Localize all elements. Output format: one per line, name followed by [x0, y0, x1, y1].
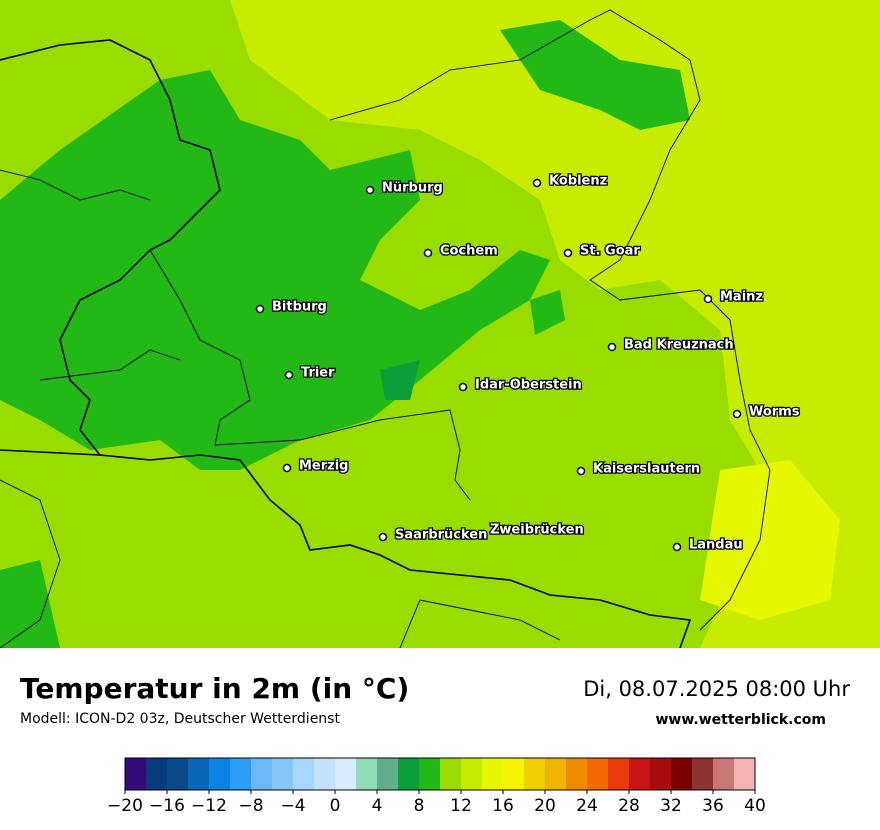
- state-border: [329, 9, 771, 631]
- legend-panel: [0, 648, 880, 830]
- colorbar-bin: [503, 758, 525, 790]
- colorbar-frame: [124, 757, 756, 791]
- city-dot: [284, 370, 294, 380]
- colorbar-bin: [629, 758, 651, 790]
- colorbar-tick-label: 4: [372, 796, 383, 816]
- colorbar-bin: [608, 758, 630, 790]
- colorbar-bin: [524, 758, 546, 790]
- warm-spot: [700, 460, 840, 620]
- colorbar-bin: [545, 758, 567, 790]
- city-label: Worms: [749, 405, 800, 420]
- colorbar-tick-label: −8: [238, 796, 263, 816]
- colorbar-bin: [188, 758, 210, 790]
- colorbar-bin: [167, 758, 189, 790]
- colorbar-bin: [335, 758, 357, 790]
- colorbar-bin: [146, 758, 168, 790]
- city-label: Landau: [689, 538, 743, 553]
- city-dot: [732, 409, 742, 419]
- city-dot: [703, 294, 713, 304]
- city-label: Bad Kreuznach: [624, 338, 734, 353]
- colorbar-tick-label: 12: [450, 796, 472, 816]
- site: www.wetterblick.com: [656, 712, 827, 728]
- cold-spot: [380, 360, 420, 400]
- colorbar-bin: [230, 758, 252, 790]
- city-label: Idar-Oberstein: [475, 378, 582, 393]
- colorbar-tick-label: 0: [330, 796, 341, 816]
- city-label: Bitburg: [272, 300, 327, 315]
- city-label: St. Goar: [580, 244, 640, 259]
- city-dot: [607, 342, 617, 352]
- colorbar: −20 −16 −12 −8 −4 0 4 8 12 16 20 24 28 32 36 40: [107, 757, 766, 816]
- region-border: [0, 169, 561, 649]
- colorbar-bin: [251, 758, 273, 790]
- city-label: Saarbrücken: [395, 528, 487, 543]
- colorbar-bin: [482, 758, 504, 790]
- cool-area: [530, 290, 565, 335]
- city-label: Kaiserslautern: [593, 462, 700, 477]
- colorbar-bin: [650, 758, 672, 790]
- colorbar-tick-label: 8: [414, 796, 425, 816]
- colorbar-bin: [440, 758, 462, 790]
- colorbar-bin: [734, 758, 756, 790]
- city-label: Cochem: [440, 244, 498, 259]
- colorbar-bin: [461, 758, 483, 790]
- city-label: Zweibrücken: [490, 523, 584, 538]
- city-dot: [423, 248, 433, 258]
- colorbar-tick-label: 16: [492, 796, 514, 816]
- colorbar-tick-label: 20: [534, 796, 556, 816]
- colorbar-tick-label: −20: [107, 796, 143, 816]
- colorbar-tick-label: −4: [280, 796, 305, 816]
- city-dot: [672, 542, 682, 552]
- city-dot: [365, 185, 375, 195]
- city-dot: [458, 382, 468, 392]
- city-label: Koblenz: [549, 174, 607, 189]
- colorbar-bin: [209, 758, 231, 790]
- colorbar-bin: [587, 758, 609, 790]
- colorbar-bin: [566, 758, 588, 790]
- cool-area: [0, 560, 60, 648]
- border: [99, 454, 692, 649]
- colorbar-bin: [272, 758, 294, 790]
- city-label: Mainz: [720, 290, 763, 305]
- colorbar-bin: [398, 758, 420, 790]
- cool-area: [500, 20, 690, 130]
- colorbar-tick-label: 28: [618, 796, 640, 816]
- city-dot: [378, 532, 388, 542]
- colorbar-bin: [713, 758, 735, 790]
- colorbar-tick-label: 36: [702, 796, 724, 816]
- colorbar-bin: [692, 758, 714, 790]
- colorbar-bin: [419, 758, 441, 790]
- city-label: Merzig: [299, 459, 349, 474]
- colorbar-bin: [377, 758, 399, 790]
- date: Di, 08.07.2025 08:00 Uhr: [583, 677, 850, 701]
- city-dot: [282, 463, 292, 473]
- subtitle: Modell: ICON-D2 03z, Deutscher Wetterdie…: [20, 711, 340, 727]
- city-label: Trier: [301, 366, 335, 381]
- colorbar-tick-label: 32: [660, 796, 682, 816]
- colorbar-tick-label: −12: [191, 796, 227, 816]
- colorbar-bin: [125, 758, 147, 790]
- city-dot: [563, 248, 573, 258]
- city-label: Nürburg: [382, 181, 443, 196]
- map: [0, 0, 880, 649]
- colorbar-tick-label: 24: [576, 796, 598, 816]
- city-dot: [532, 178, 542, 188]
- colorbar-bin: [293, 758, 315, 790]
- border: [0, 39, 221, 456]
- warm-area: [230, 0, 880, 648]
- colorbar-tick-label: −16: [149, 796, 185, 816]
- colorbar-bin: [671, 758, 693, 790]
- city-layer: Nürburg Koblenz Cochem St. Goar Mainz Bitburg…: [255, 172, 801, 554]
- title: Temperatur in 2m (in °C): [20, 672, 409, 705]
- city-dot: [255, 304, 265, 314]
- colorbar-bin: [356, 758, 378, 790]
- city-dot: [576, 466, 586, 476]
- colorbar-bin: [314, 758, 336, 790]
- state-border: [149, 249, 471, 501]
- colorbar-tick-label: 40: [744, 796, 766, 816]
